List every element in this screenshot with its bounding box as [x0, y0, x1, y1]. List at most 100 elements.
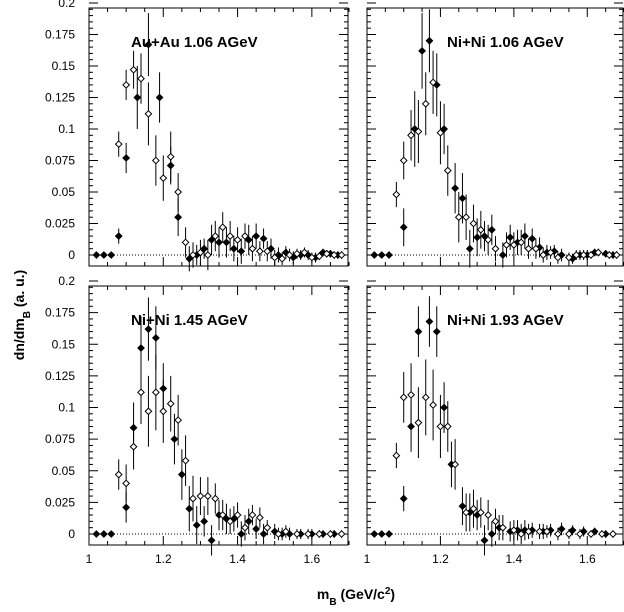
open-diamond-marker [211, 232, 220, 241]
open-diamond-marker [233, 235, 242, 244]
open-diamond-marker [484, 235, 493, 244]
open-diamond-marker [546, 248, 555, 257]
open-diamond-marker [255, 513, 264, 522]
open-diamond-marker [137, 388, 145, 397]
x-tick-label: 1 [364, 552, 371, 566]
filled-diamond-marker [425, 36, 434, 45]
open-diamond-marker [293, 530, 301, 538]
filled-diamond-marker [144, 40, 153, 49]
panel-2: Ni+Ni 1.06 AGeV [366, 2, 624, 268]
open-diamond-marker [278, 254, 287, 263]
open-diamond-marker [392, 451, 401, 460]
open-diamond-marker [612, 251, 621, 259]
open-diamond-marker [517, 238, 526, 247]
open-diamond-marker [462, 213, 471, 222]
filled-diamond-marker [385, 530, 393, 538]
open-diamond-marker [196, 492, 205, 500]
filled-diamond-marker [252, 525, 261, 533]
filled-diamond-marker [229, 244, 238, 253]
filled-diamond-marker [370, 530, 379, 538]
open-diamond-marker [524, 527, 533, 536]
filled-diamond-marker [520, 232, 529, 241]
open-diamond-marker [407, 131, 415, 140]
filled-diamond-marker [107, 251, 116, 259]
open-diamond-marker [491, 517, 500, 526]
open-diamond-marker [174, 416, 183, 425]
filled-diamond-marker [568, 526, 577, 535]
open-diamond-marker [203, 492, 212, 500]
x-tick-label: 1.6 [304, 552, 321, 566]
open-diamond-marker [594, 248, 603, 257]
filled-diamond-marker [399, 494, 408, 503]
open-diamond-marker [159, 407, 168, 416]
open-diamond-marker [554, 530, 562, 538]
open-diamond-marker [476, 225, 485, 234]
filled-diamond-marker [487, 225, 496, 234]
filled-diamond-marker [377, 530, 386, 538]
y-tick-label: 0.2 [58, 274, 75, 288]
open-diamond-marker [270, 253, 279, 262]
filled-diamond-marker [473, 233, 482, 242]
open-diamond-marker [554, 253, 562, 262]
filled-diamond-marker [252, 232, 261, 241]
y-tick-label: 0.05 [52, 185, 76, 199]
x-tick-label: 1.6 [579, 552, 596, 566]
filled-diamond-marker [99, 530, 108, 538]
open-diamond-marker [436, 422, 445, 431]
open-diamond-marker [241, 232, 249, 241]
open-diamond-marker [281, 527, 290, 536]
filled-diamond-marker [99, 251, 108, 259]
panel-title: Ni+Ni 1.93 AGeV [447, 312, 564, 329]
filled-diamond-marker [319, 248, 327, 257]
open-diamond-marker [605, 251, 614, 259]
open-diamond-marker [293, 249, 301, 258]
filled-diamond-marker [385, 251, 393, 259]
open-diamond-marker [429, 401, 437, 409]
y-tick-label: 0.175 [45, 306, 75, 320]
open-diamond-marker [181, 238, 190, 247]
open-diamond-marker [337, 251, 346, 259]
open-diamond-marker [598, 530, 606, 538]
y-tick-label: 0.2 [58, 0, 75, 10]
open-diamond-marker [304, 530, 313, 538]
filled-diamond-marker [144, 325, 153, 333]
open-diamond-marker [315, 252, 324, 261]
y-tick-label: 0.15 [52, 59, 76, 73]
open-diamond-marker [129, 65, 138, 74]
open-diamond-marker [476, 508, 485, 517]
open-diamond-marker [399, 156, 408, 165]
x-tick-label: 1.2 [432, 552, 449, 566]
filled-diamond-marker [259, 234, 268, 243]
open-diamond-marker [241, 523, 249, 532]
open-diamond-marker [392, 190, 401, 199]
filled-diamond-marker [185, 504, 194, 513]
open-diamond-marker [129, 442, 138, 451]
filled-diamond-marker [432, 327, 441, 336]
open-diamond-marker [451, 460, 460, 469]
open-diamond-marker [274, 530, 283, 538]
filled-diamond-marker [465, 244, 474, 253]
y-tick-label: 0.025 [45, 217, 75, 231]
filled-diamond-marker [200, 244, 209, 253]
open-diamond-marker [469, 504, 478, 513]
filled-diamond-marker [458, 502, 467, 511]
open-diamond-marker [469, 219, 478, 228]
open-diamond-marker [337, 530, 346, 538]
open-diamond-marker [326, 530, 335, 538]
open-diamond-marker [255, 247, 264, 256]
open-diamond-marker [565, 253, 573, 262]
y-tick-label: 0.15 [52, 337, 76, 351]
open-diamond-marker [542, 527, 551, 536]
filled-diamond-marker [177, 470, 186, 479]
filled-diamond-marker [114, 232, 123, 241]
open-diamond-marker [609, 530, 617, 538]
filled-diamond-marker [267, 244, 275, 253]
panel-title: Au+Au 1.06 AGeV [131, 34, 258, 51]
open-diamond-marker [285, 251, 294, 259]
open-diamond-marker [226, 232, 235, 241]
open-diamond-marker [226, 517, 235, 526]
open-diamond-marker [196, 248, 205, 257]
open-diamond-marker [421, 393, 430, 402]
open-diamond-marker [531, 244, 540, 253]
y-tick-label: 0.05 [52, 464, 76, 478]
